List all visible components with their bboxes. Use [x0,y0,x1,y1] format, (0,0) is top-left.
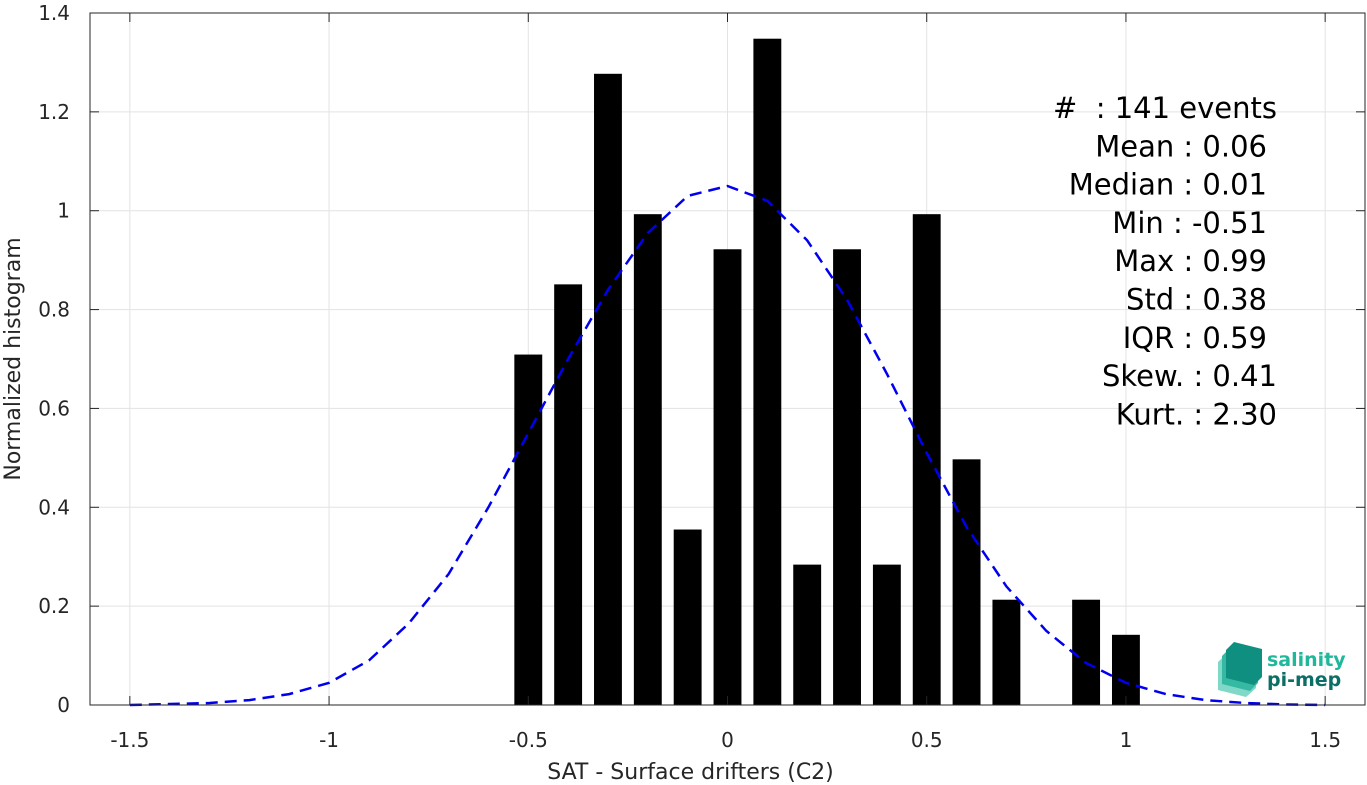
x-tick-label: -1 [319,728,339,752]
y-tick-label: 0.4 [38,495,70,519]
statistics-line: Median : 0.01 [1069,168,1267,202]
x-axis-ticks: -1.5 -1 -0.5 0 0.5 1 1.5 [110,13,1341,752]
y-tick-label: 0.6 [38,396,70,420]
x-tick-label: 1.5 [1309,728,1341,752]
histogram-bars [514,38,1140,706]
histogram-bar [514,354,543,705]
statistics-line: Std : 0.38 [1126,283,1267,317]
x-axis-label: SAT - Surface drifters (C2) [547,760,834,785]
logo-emblem-icon [1218,642,1262,697]
y-tick-label: 0 [57,693,70,717]
statistics-line: Skew. : 0.41 [1102,359,1277,393]
histogram-bar [713,249,742,706]
salinity-pimep-logo: salinity pi-mep [1218,642,1346,697]
y-tick-label: 0.2 [38,594,70,618]
y-axis-ticks: 0 0.2 0.4 0.6 0.8 1 1.2 1.4 [38,1,1365,717]
fit-curve [129,184,1326,707]
logo-text-salinity: salinity [1267,649,1346,671]
statistics-annotation: # : 141 events Mean : 0.06 Median : 0.01 Mi… [1053,91,1277,431]
y-axis-label: Normalized histogram [1,237,26,480]
statistics-line: Kurt. : 2.30 [1116,397,1277,431]
histogram-bar [594,73,622,706]
x-tick-label: 1 [1120,728,1133,752]
histogram-bar [833,249,861,706]
y-tick-label: 1.2 [38,100,70,124]
histogram-bar [633,214,662,705]
statistics-line: # : 141 events [1053,91,1277,125]
statistics-line: Min : -0.51 [1112,206,1267,240]
y-tick-label: 0.8 [38,298,70,322]
histogram-bar [1072,599,1101,705]
histogram-bar [992,599,1021,705]
statistics-line: IQR : 0.59 [1123,321,1267,355]
histogram-bar [673,529,702,705]
histogram-bar [793,564,822,705]
histogram-bar [872,564,901,705]
histogram-bar [753,38,782,705]
y-tick-label: 1 [57,199,70,223]
histogram-bar [952,459,981,705]
histogram-bar [1111,634,1140,705]
x-tick-label: 0 [721,728,734,752]
y-tick-label: 1.4 [38,1,70,25]
statistics-line: Mean : 0.06 [1095,129,1267,163]
x-tick-label: -0.5 [509,728,548,752]
histogram-bar [554,284,583,705]
x-tick-label: -1.5 [110,728,149,752]
statistics-line: Max : 0.99 [1114,244,1267,278]
x-tick-label: 0.5 [911,728,943,752]
logo-text-pimep: pi-mep [1267,669,1341,691]
histogram-bar [912,214,941,705]
